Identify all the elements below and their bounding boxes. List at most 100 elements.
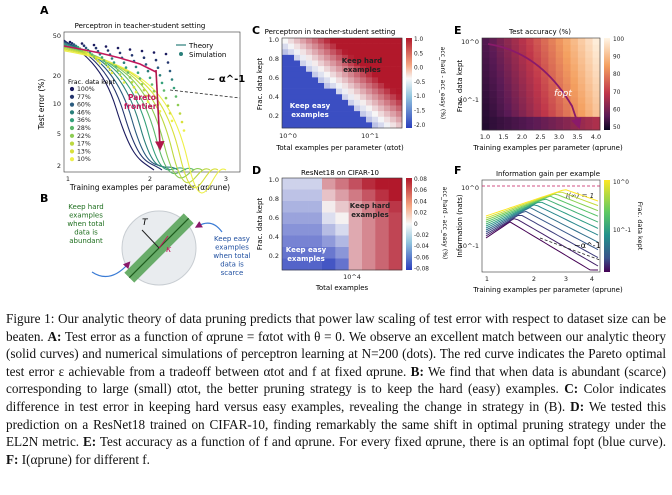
panel-a-ytick: 50 [53, 32, 61, 40]
heatmap-cell [295, 178, 309, 190]
heatmap-cell [342, 122, 349, 129]
simulation-dot [94, 46, 98, 50]
heatmap-cell [354, 66, 361, 73]
heatmap-cell [504, 84, 512, 91]
heatmap-cell [330, 60, 337, 67]
panel-d-ytick: 1.0 [269, 176, 279, 184]
heatmap-cell [533, 64, 542, 72]
heatmap-cell [295, 247, 309, 259]
heatmap-cell [482, 51, 490, 59]
heatmap-cell [585, 110, 593, 118]
heatmap-cell [318, 99, 325, 106]
heatmap-cell [336, 71, 343, 78]
simulation-dot [102, 59, 106, 62]
heatmap-cell [362, 212, 376, 225]
heatmap-cell [360, 105, 367, 112]
heatmap-cell [306, 105, 313, 112]
panel-e-letter: E [454, 24, 462, 37]
heatmap-cell [496, 70, 505, 78]
heatmap-cell [518, 70, 527, 78]
heatmap-cell [366, 60, 373, 67]
heatmap-cell [526, 97, 534, 105]
figure-caption: Figure 1: Our analytic theory of data pr… [6, 310, 666, 468]
heatmap-cell [336, 83, 343, 89]
keep-hard-line: examples [69, 212, 103, 220]
heatmap-cell [336, 38, 343, 44]
panel-d-hard-label-2: examples [351, 211, 389, 219]
heatmap-cell [541, 97, 549, 105]
heatmap-cell [384, 111, 391, 118]
heatmap-cell [384, 99, 391, 106]
heatmap-cell [312, 66, 319, 73]
heatmap-cell [548, 84, 557, 91]
heatmap-cell [324, 38, 331, 44]
panel-c-easy-label-1: Keep easy [290, 102, 331, 110]
heatmap-cell [504, 57, 512, 65]
panel-e-xticks: 1.0 1.5 2.0 2.5 3.0 3.5 4.0 [480, 133, 601, 141]
heatmap-cell [282, 88, 289, 95]
heatmap-cell [563, 70, 571, 78]
fopt-label: fopt [554, 89, 572, 99]
theory-curve [63, 50, 227, 194]
heatmap-cell [300, 83, 307, 89]
simulation-dot [156, 66, 160, 69]
heatmap-cell [518, 110, 527, 118]
heatmap-cell [518, 116, 527, 124]
heatmap-cell [496, 116, 505, 124]
heatmap-cell [360, 54, 367, 61]
simulation-dot [96, 59, 100, 63]
simulation-dot [170, 78, 174, 81]
panel-f-xtick: 4 [590, 275, 594, 283]
panel-a-xticks: 1 2 3 [66, 175, 228, 183]
heatmap-cell [533, 57, 542, 65]
panel-f-xlabel: Training examples per parameter (αprune) [472, 286, 623, 294]
heatmap-cell [518, 123, 527, 131]
heatmap-cell [362, 247, 376, 259]
frac-legend-dot [69, 157, 75, 162]
heatmap-cell [388, 178, 403, 190]
heatmap-cell [348, 105, 355, 112]
simulation-dot [70, 42, 74, 45]
heatmap-cell [322, 258, 336, 271]
heatmap-cell [324, 83, 331, 89]
heatmap-cell [511, 123, 520, 131]
heatmap-cell [282, 235, 296, 248]
heatmap-cell [282, 212, 296, 225]
heatmap-cell [348, 201, 363, 213]
panel-e-heatmap [482, 38, 601, 131]
panel-a-letter: A [40, 4, 49, 17]
heatmap-cell [585, 84, 593, 91]
heatmap-cell [585, 51, 593, 59]
heatmap-cell [288, 49, 295, 56]
panel-f-letter: F [454, 164, 462, 177]
simulation-dot [128, 76, 132, 79]
hard-arrow [91, 261, 131, 278]
heatmap-cell [384, 43, 391, 50]
heatmap-cell [282, 178, 296, 190]
panel-c-cbar-tick: 0.0 [414, 66, 424, 72]
heatmap-cell [518, 103, 527, 111]
heatmap-cell [300, 99, 307, 106]
panel-f-power-label: ~α^-1 [574, 241, 601, 250]
heatmap-cell [482, 64, 490, 72]
heatmap-cell [282, 49, 289, 56]
frac-legend-dot [69, 94, 75, 99]
panel-c: C Perceptron in teacher-student setting … [252, 24, 446, 152]
heatmap-cell [330, 77, 337, 84]
heatmap-cell [300, 77, 307, 84]
heatmap-cell [318, 83, 325, 89]
heatmap-cell [489, 97, 498, 105]
heatmap-cell [294, 66, 301, 73]
heatmap-cell [592, 64, 601, 72]
panel-e-ytick: 10^0 [461, 38, 479, 46]
heatmap-cell [489, 51, 498, 59]
heatmap-cell [288, 94, 295, 101]
heatmap-cell [504, 103, 512, 111]
heatmap-cell [300, 111, 307, 118]
panel-e-xtick: 4.0 [591, 133, 601, 141]
panel-e-ytick: 10^-1 [459, 96, 479, 104]
heatmap-cell [388, 235, 403, 248]
caption-e-label: E: [83, 434, 97, 450]
heatmap-cell [318, 49, 325, 56]
heatmap-cell [348, 247, 363, 259]
